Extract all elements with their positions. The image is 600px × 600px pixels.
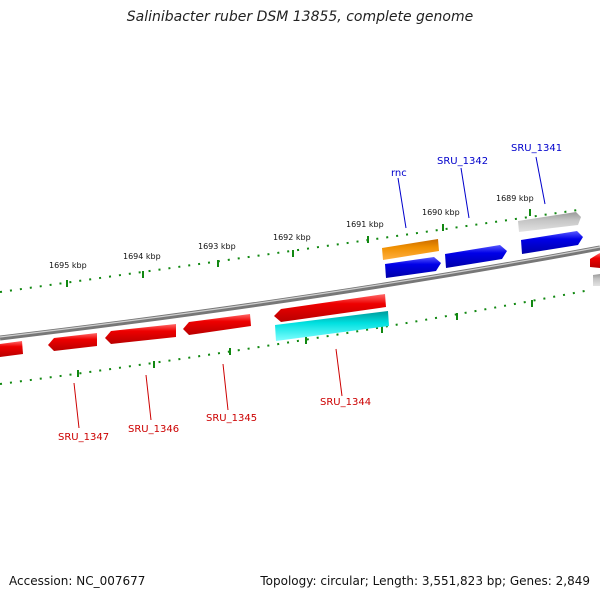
gene-rnc[interactable]	[385, 257, 441, 278]
plus-strand-features	[382, 212, 600, 286]
gene-left-edge[interactable]	[0, 341, 23, 357]
tick-label: 1694 kbp	[123, 252, 161, 261]
gene-sru1347[interactable]	[48, 333, 97, 351]
label-sru1344[interactable]: SRU_1344	[320, 397, 371, 408]
inner-scale-ring	[0, 289, 591, 385]
label-rnc[interactable]: rnc	[391, 168, 407, 179]
scale-labels: 1689 kbp 1690 kbp 1691 kbp 1692 kbp 1693…	[49, 194, 534, 270]
genome-backbone-highlight	[0, 246, 600, 338]
tick-label: 1695 kbp	[49, 261, 87, 270]
genome-stats-text: Topology: circular; Length: 3,551,823 bp…	[260, 574, 590, 588]
label-sru1342[interactable]: SRU_1342	[437, 156, 488, 167]
leader-lines	[73, 156, 546, 429]
label-sru1347[interactable]: SRU_1347	[58, 432, 109, 443]
gene-sru1341-pseudo[interactable]	[518, 212, 581, 232]
tick-label: 1689 kbp	[496, 194, 534, 203]
gene-sru1344[interactable]	[274, 294, 386, 322]
outer-major-ticks	[66, 209, 531, 287]
genome-backbone	[0, 245, 600, 341]
gene-sru1345[interactable]	[183, 314, 251, 335]
gene-sru1346[interactable]	[105, 324, 176, 344]
label-sru1341[interactable]: SRU_1341	[511, 143, 562, 154]
gene-labels: rnc SRU_1342 SRU_1341 SRU_1344 SRU_1345 …	[58, 143, 562, 443]
gene-sru1341[interactable]	[521, 231, 583, 254]
label-sru1345[interactable]: SRU_1345	[206, 413, 257, 424]
inner-major-ticks	[77, 300, 533, 377]
map-title: Salinibacter ruber DSM 13855, complete g…	[126, 9, 474, 25]
label-sru1346[interactable]: SRU_1346	[128, 424, 179, 435]
tick-label: 1691 kbp	[346, 220, 384, 229]
tick-label: 1690 kbp	[422, 208, 460, 217]
tick-label: 1692 kbp	[273, 233, 311, 242]
tick-label: 1693 kbp	[198, 242, 236, 251]
accession-text: Accession: NC_007677	[9, 574, 146, 588]
minus-strand-features	[0, 294, 389, 357]
gene-sru1342[interactable]	[445, 245, 507, 268]
gene-right-edge-pseudo[interactable]	[593, 274, 600, 286]
gene-sru1344-paired[interactable]	[275, 311, 389, 341]
gene-rnc-rna[interactable]	[382, 239, 439, 260]
gene-right-edge[interactable]	[590, 253, 600, 268]
